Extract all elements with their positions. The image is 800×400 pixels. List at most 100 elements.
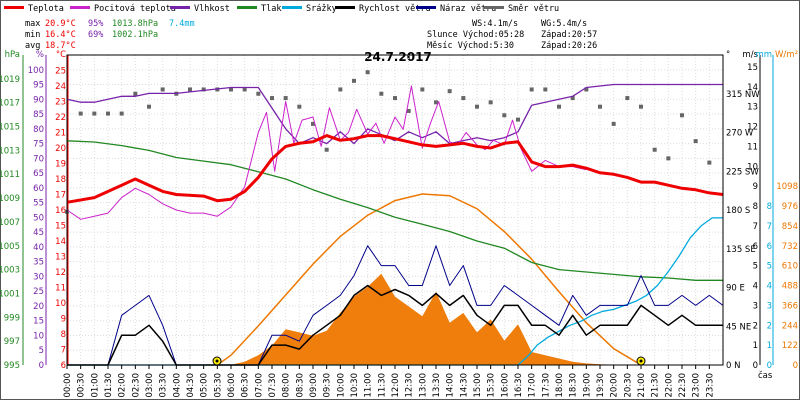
sunrise: Slunce Východ:05:28: [427, 30, 524, 40]
x-tick-label: 00:30: [77, 373, 87, 398]
sunset-marker: [636, 356, 646, 366]
wind-direction-point: [406, 108, 411, 113]
wind-direction-point: [119, 111, 124, 116]
wind-direction-point: [78, 111, 83, 116]
axis-tick-label: 3: [767, 301, 772, 311]
axis-tick-label: 5: [753, 262, 758, 272]
axis-tick-label: 90: [33, 95, 44, 105]
axis-tick-label: 732: [782, 242, 798, 252]
x-tick-label: 07:00: [254, 373, 264, 398]
axis-tick-label: 20: [55, 144, 66, 154]
legend-item: Tlak: [261, 4, 281, 14]
axis-tick-label: 18: [55, 175, 66, 185]
wind-direction-point: [201, 87, 206, 92]
axis-tick-label: 65: [33, 169, 44, 179]
wind-direction-point: [680, 113, 684, 118]
x-tick-label: 14:00: [446, 373, 456, 398]
axis-tick-label: 16: [55, 206, 66, 216]
x-tick-label: 13:00: [418, 373, 428, 398]
axes: hPa9959979991001100310051007100910111013…: [0, 50, 798, 371]
wind-direction-point: [147, 104, 151, 109]
x-tick-label: 20:30: [623, 373, 633, 398]
wind-direction-point: [420, 87, 425, 92]
axis-tick-label: 315 NW: [726, 90, 760, 100]
axis-tick-label: 8: [61, 330, 66, 340]
wind-direction-point: [242, 87, 247, 92]
wind-direction-point: [639, 104, 643, 109]
axis-tick-label: 1: [753, 341, 758, 351]
axis-tick-label: 1015: [0, 123, 20, 133]
x-tick-label: 16:00: [500, 373, 510, 398]
wind-direction-point: [529, 87, 534, 92]
wind-direction-point: [488, 100, 493, 105]
chart-title: 24.7.2017: [364, 50, 432, 64]
series-pressure: [66, 140, 723, 281]
x-tick-label: 08:30: [295, 373, 305, 398]
x-tick-label: 04:30: [186, 373, 196, 398]
sunrise-marker: [212, 356, 222, 366]
axis-tick-label: 1098: [776, 182, 798, 192]
axis-tick-label: 15: [747, 63, 758, 73]
series-feels-like: [66, 85, 587, 220]
x-tick-label: 17:30: [541, 373, 551, 398]
axis-tick-label: 1003: [0, 266, 20, 276]
wind-direction-point: [160, 87, 165, 92]
axis-tick-label: 21: [55, 129, 66, 139]
axis-tick-label: 0 N: [726, 361, 740, 371]
wind-direction-point: [598, 104, 602, 109]
x-tick-label: 12:30: [405, 373, 415, 398]
x-tick-label: 06:30: [241, 373, 251, 398]
wind-direction-point: [557, 104, 561, 109]
axis-tick-label: 14: [747, 83, 758, 93]
x-tick-label: 05:30: [213, 373, 223, 398]
stats-min-label: min: [25, 30, 40, 40]
x-tick-label: 16:30: [514, 373, 524, 398]
axis-tick-label: 7: [61, 346, 66, 356]
axis-tick-label: 8: [753, 202, 758, 212]
axis-tick-label: 1013: [0, 146, 20, 156]
series-rain: [67, 217, 723, 366]
wind-gust-avg: WG:5.4m/s: [541, 19, 587, 29]
x-tick-label: 01:30: [104, 373, 114, 398]
axis-tick-label: 11: [747, 142, 758, 152]
grid: [66, 55, 724, 366]
axis-title: %: [36, 50, 44, 60]
axis-tick-label: 1007: [0, 218, 20, 228]
axis-tick-label: 1001: [0, 289, 20, 299]
axis-tick-label: 55: [33, 199, 44, 209]
axis-tick-label: 17: [55, 191, 66, 201]
x-tick-label: 11:30: [377, 373, 387, 398]
axis-tick-label: 70: [33, 154, 44, 164]
wind-direction-point: [502, 113, 507, 118]
axis-tick-label: 1017: [0, 99, 20, 109]
axis-tick-label: 45: [33, 228, 44, 238]
axis-title: m/s: [742, 50, 758, 60]
axis-tick-label: 9: [61, 315, 66, 325]
wind-direction-point: [475, 104, 479, 109]
legend-item: Rychlost větru: [359, 4, 431, 14]
legend-swatch: [170, 6, 190, 9]
wind-direction-point: [324, 147, 329, 152]
axis-tick-label: 80: [33, 125, 44, 135]
x-tick-label: 22:30: [678, 373, 688, 398]
sun-moon-block: WS:4.1m/s WG:5.4m/s Slunce Východ:05:28 …: [427, 19, 597, 51]
axis-title: °: [726, 50, 730, 60]
axis-tick-label: 20: [33, 302, 44, 312]
wind-direction-point: [256, 91, 261, 96]
legend-swatch: [335, 6, 355, 9]
axis-tick-label: 95: [33, 81, 44, 91]
wind-direction-point: [283, 96, 288, 101]
stats-min-temp: 16.4°C: [45, 30, 76, 40]
stats-min-hum: 69%: [88, 30, 103, 40]
stats-max-hum: 95%: [88, 19, 103, 29]
axis-tick-label: 610: [782, 262, 798, 272]
axis-tick-label: 366: [782, 301, 798, 311]
axis-tick-label: 488: [782, 282, 798, 292]
axis-tick-label: 225 SW: [726, 167, 759, 177]
axis-tick-label: 180 S: [726, 206, 750, 216]
stats-max-label: max: [25, 19, 40, 29]
legend-item: Směr větru: [508, 4, 559, 14]
axis-title: °C: [56, 50, 66, 60]
wind-direction-point: [570, 96, 575, 101]
axis-tick-label: 1019: [0, 75, 20, 85]
